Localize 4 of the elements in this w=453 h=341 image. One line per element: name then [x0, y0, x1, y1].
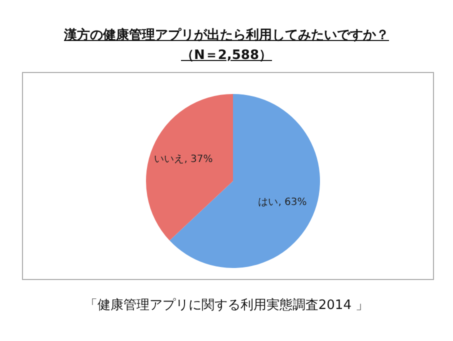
slice-label: はい, 63%	[258, 196, 307, 208]
pie-slice	[146, 94, 233, 241]
slice-label: いいえ, 37%	[154, 154, 213, 166]
text: 「健康管理アプリに関する利用実態調査2014 」	[83, 297, 370, 314]
